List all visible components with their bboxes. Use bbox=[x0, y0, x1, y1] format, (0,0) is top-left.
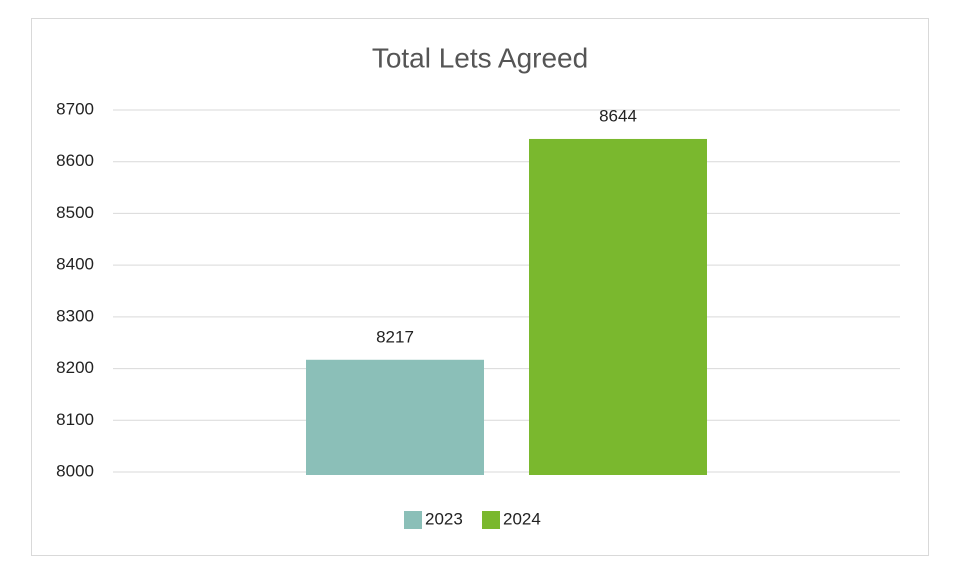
legend-label: 2024 bbox=[503, 509, 541, 528]
bar bbox=[529, 138, 707, 475]
y-tick-label: 8200 bbox=[56, 358, 94, 377]
y-tick-label: 8300 bbox=[56, 306, 94, 325]
legend-label: 2023 bbox=[425, 509, 463, 528]
chart-title: Total Lets Agreed bbox=[372, 42, 588, 73]
y-tick-label: 8400 bbox=[56, 255, 94, 274]
y-tick-label: 8100 bbox=[56, 410, 94, 429]
data-label: 8644 bbox=[599, 106, 637, 125]
y-tick-label: 8700 bbox=[56, 99, 94, 118]
bar bbox=[306, 359, 484, 475]
y-tick-label: 8600 bbox=[56, 151, 94, 170]
legend-swatch bbox=[482, 511, 500, 529]
legend-swatch bbox=[404, 511, 422, 529]
data-label: 8217 bbox=[376, 327, 414, 346]
y-tick-label: 8000 bbox=[56, 461, 94, 480]
y-tick-label: 8500 bbox=[56, 203, 94, 222]
